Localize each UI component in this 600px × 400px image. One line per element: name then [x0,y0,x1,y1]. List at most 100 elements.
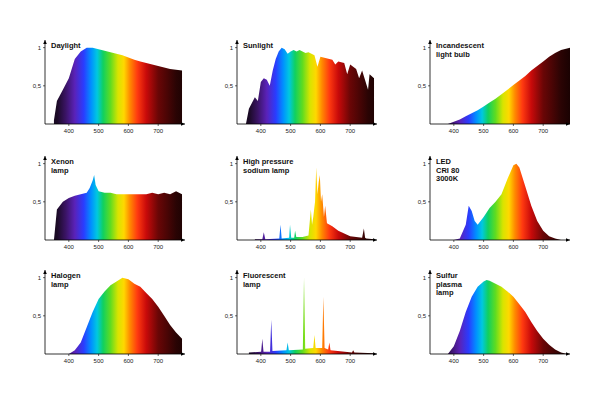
spectrum-area [448,280,567,354]
panel: 4005006007000,51LEDCRI 803000K [418,156,570,250]
y-arrow [235,156,239,160]
x-tick [320,124,321,126]
x-tick [68,354,69,356]
spectrum-area [249,278,374,354]
y-tick [428,315,430,316]
panel-title: LEDCRI 803000K [436,157,459,183]
x-tick [453,124,454,126]
x-tick [513,354,514,356]
panel: 4005006007000,51Daylight [33,40,185,134]
y-tick [428,47,430,48]
y-tick [428,85,430,86]
x-tick [513,240,514,242]
x-arrow [181,238,185,242]
x-tick [320,240,321,242]
x-arrow [373,122,377,126]
title-line: 3000K [436,174,459,183]
plot-area [448,48,570,124]
y-arrow [235,270,239,274]
panel: 4005006007000,51Sunlight [225,40,377,134]
x-axis [430,354,570,355]
x-tick-label: 600 [508,358,519,364]
x-tick [260,124,261,126]
x-axis [237,240,377,241]
title-line: Daylight [51,41,81,50]
x-tick [483,124,484,126]
spectrum-area [448,48,570,124]
y-tick-label: 1 [230,45,234,51]
y-tick-label: 1 [423,161,427,167]
x-tick-label: 400 [64,244,75,250]
x-tick [290,240,291,242]
x-tick [68,240,69,242]
plot-area [246,48,374,124]
x-tick [68,124,69,126]
y-tick [235,163,237,164]
y-tick-label: 1 [38,275,42,281]
panel: 4005006007000,51Xenonlamp [33,156,185,250]
plot-area [69,278,182,354]
x-tick-label: 600 [123,244,134,250]
x-tick-label: 400 [256,244,267,250]
x-tick [543,240,544,242]
spectrum-area [246,48,374,124]
y-tick [43,47,45,48]
x-tick [158,354,159,356]
x-tick-label: 700 [538,128,549,134]
x-tick [350,354,351,356]
y-arrow [428,270,432,274]
title-line: Sunlight [243,41,273,50]
plot-area [454,164,561,240]
y-tick [235,315,237,316]
y-tick-label: 0,5 [33,199,42,205]
y-tick [43,163,45,164]
x-arrow [373,352,377,356]
y-tick [235,201,237,202]
panel: 4005006007000,51Incandescentlight bulb [418,40,570,134]
x-arrow [373,238,377,242]
title-line: lamp [243,280,261,289]
x-arrow [181,352,185,356]
panel-title: Daylight [51,41,81,50]
x-tick [290,354,291,356]
background [0,0,600,400]
x-tick [543,354,544,356]
x-arrow [566,122,570,126]
x-tick-label: 700 [153,128,164,134]
x-tick-label: 600 [508,244,519,250]
x-tick [98,354,99,356]
y-tick-label: 1 [230,275,234,281]
x-tick [543,124,544,126]
y-tick [235,47,237,48]
panel-title: Sulfurplasmalamp [436,271,463,297]
y-axis [45,270,46,354]
x-tick-label: 700 [153,358,164,364]
x-tick-label: 400 [449,244,460,250]
y-tick [43,85,45,86]
x-axis [45,240,185,241]
title-line: lamp [51,166,69,175]
y-tick [43,201,45,202]
x-axis [430,240,570,241]
panel-title: Halogenlamp [51,271,81,289]
x-tick-label: 500 [286,128,297,134]
title-line: sodium lamp [243,166,290,175]
x-tick [260,354,261,356]
x-tick-label: 400 [64,358,75,364]
plot-area [448,280,567,354]
y-tick-label: 1 [423,45,427,51]
y-tick-label: 0,5 [225,199,234,205]
x-tick [290,124,291,126]
spectrum-area [54,48,182,124]
x-axis [237,124,377,125]
spectrum-area [54,175,182,240]
panel-title: Sunlight [243,41,273,50]
x-tick [98,240,99,242]
panel-title: Incandescentlight bulb [436,41,484,59]
x-tick-label: 500 [479,128,490,134]
x-tick-label: 600 [315,358,326,364]
y-arrow [428,40,432,44]
y-tick [428,201,430,202]
y-axis [45,40,46,124]
x-axis [430,124,570,125]
